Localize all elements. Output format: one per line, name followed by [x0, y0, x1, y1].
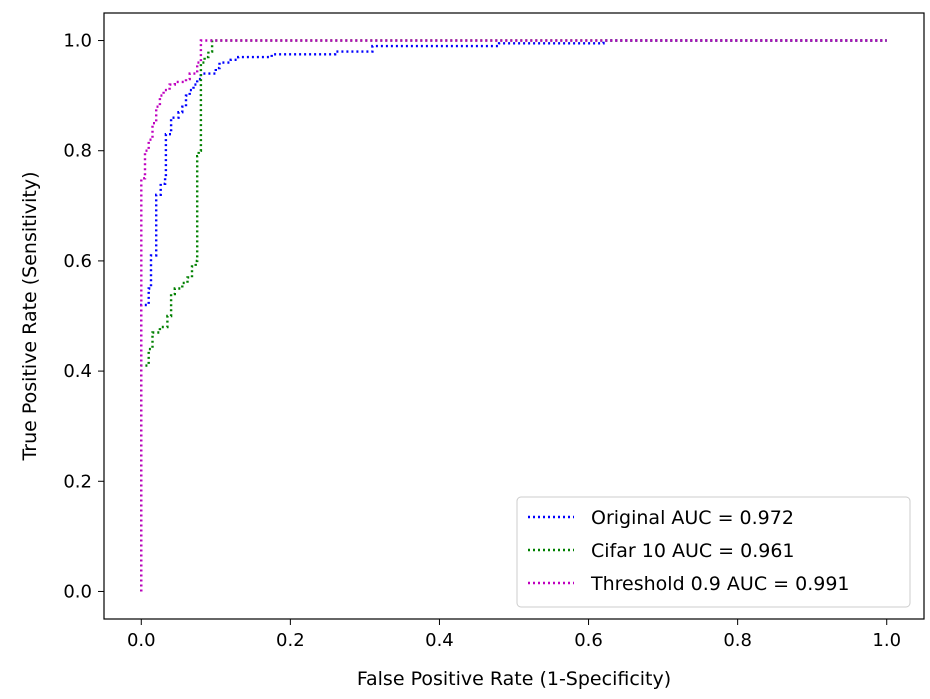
legend-box — [516, 496, 911, 608]
y-tick-label: 0.4 — [63, 361, 92, 382]
roc-curve-series-1 — [140, 39, 887, 592]
series-layer — [140, 39, 887, 592]
y-tick-label: 0.0 — [63, 581, 92, 602]
legend-entries: Original AUC = 0.972 Cifar 10 AUC = 0.961… — [528, 507, 850, 595]
x-axis-label: False Positive Rate (1-Specificity) — [357, 668, 671, 690]
x-tick-label: 1.0 — [872, 630, 901, 651]
y-axis-label: True Positive Rate (Sensitivity) — [19, 171, 41, 461]
y-tick-label: 1.0 — [63, 31, 92, 52]
x-axis-ticks: 0.0 0.2 0.4 0.6 0.8 1.0 — [127, 619, 901, 651]
legend-label: Cifar 10 AUC = 0.961 — [591, 540, 795, 562]
legend-label: Threshold 0.9 AUC = 0.991 — [590, 573, 850, 595]
x-tick-label: 0.8 — [723, 630, 752, 651]
legend-label: Original AUC = 0.972 — [591, 507, 794, 529]
y-tick-label: 0.8 — [63, 141, 92, 162]
x-tick-label: 0.2 — [276, 630, 305, 651]
x-tick-label: 0.4 — [425, 630, 454, 651]
roc-curve-series-2 — [140, 39, 887, 592]
y-tick-label: 0.6 — [63, 251, 92, 272]
roc-curve-series-3 — [140, 39, 887, 592]
x-tick-label: 0.6 — [574, 630, 603, 651]
y-tick-label: 0.2 — [63, 471, 92, 492]
y-axis-ticks: 0.0 0.2 0.4 0.6 0.8 1.0 — [63, 31, 104, 602]
legend: Original AUC = 0.972 Cifar 10 AUC = 0.961… — [516, 496, 911, 608]
x-tick-label: 0.0 — [127, 630, 156, 651]
